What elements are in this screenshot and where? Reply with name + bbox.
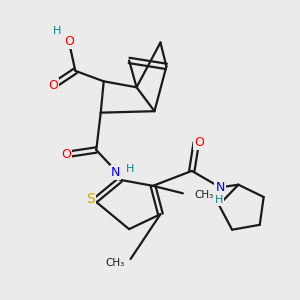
- Text: N: N: [215, 181, 225, 194]
- Text: N: N: [111, 166, 120, 179]
- Text: H: H: [125, 164, 134, 174]
- Text: O: O: [64, 34, 74, 47]
- Text: H: H: [214, 195, 223, 205]
- Text: O: O: [48, 79, 58, 92]
- Text: CH₃: CH₃: [105, 259, 124, 269]
- Text: O: O: [194, 136, 204, 149]
- Text: CH₃: CH₃: [194, 190, 213, 200]
- Text: H: H: [53, 26, 61, 37]
- Text: O: O: [61, 148, 71, 161]
- Text: S: S: [86, 192, 95, 206]
